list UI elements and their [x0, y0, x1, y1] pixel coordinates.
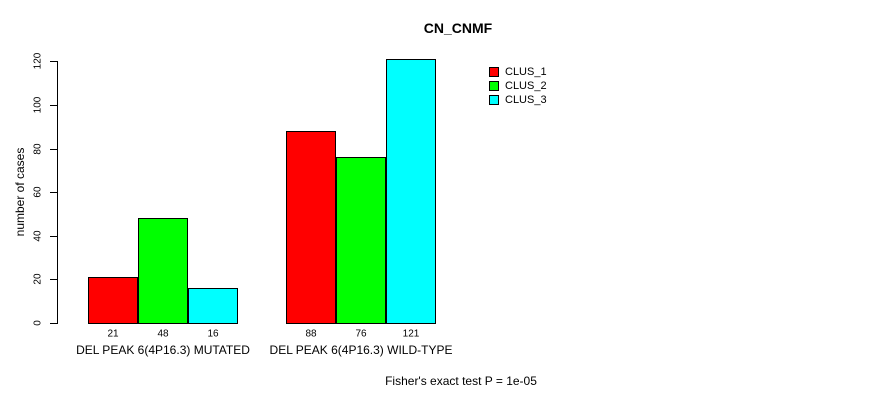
chart-title: CN_CNMF	[423, 20, 493, 36]
legend: CLUS_1 CLUS_2 CLUS_3	[489, 65, 547, 107]
y-axis-tick	[50, 61, 58, 62]
bar-value-label: 76	[355, 328, 367, 340]
bar-value-label: 21	[107, 328, 119, 340]
x-category-label-wild-type: DEL PEAK 6(4P16.3) WILD-TYPE	[269, 343, 453, 357]
bar-clus_3-group1	[188, 288, 238, 324]
y-axis-tick	[50, 323, 58, 324]
legend-swatch-clus-3	[489, 95, 499, 105]
y-axis-tick	[50, 279, 58, 280]
y-axis-tick	[50, 105, 58, 106]
legend-item: CLUS_2	[489, 79, 547, 93]
legend-item: CLUS_1	[489, 65, 547, 79]
y-axis-tick-label: 20	[32, 273, 44, 285]
y-axis-tick	[50, 192, 58, 193]
bar-clus_1-group1	[88, 277, 138, 324]
y-axis-tick-label: 80	[32, 143, 44, 155]
bar-value-label: 48	[157, 328, 169, 340]
y-axis-tick-label: 60	[32, 186, 44, 198]
bar-clus_3-group2	[386, 59, 436, 324]
y-axis-tick-label: 40	[32, 230, 44, 242]
legend-label: CLUS_1	[505, 66, 547, 78]
bar-clus_1-group2	[286, 131, 336, 324]
legend-item: CLUS_3	[489, 93, 547, 107]
y-axis-tick-label: 100	[32, 96, 44, 114]
legend-swatch-clus-1	[489, 67, 499, 77]
x-category-label-mutated: DEL PEAK 6(4P16.3) MUTATED	[76, 343, 250, 357]
y-axis-tick-label: 0	[32, 320, 44, 326]
y-axis-tick	[50, 149, 58, 150]
bar-clus_2-group2	[336, 157, 386, 324]
y-axis-title: number of cases	[13, 147, 27, 237]
bar-value-label: 16	[207, 328, 219, 340]
legend-label: CLUS_2	[505, 80, 547, 92]
bar-value-label: 88	[305, 328, 317, 340]
bar-clus_2-group1	[138, 218, 188, 324]
legend-swatch-clus-2	[489, 81, 499, 91]
y-axis-tick	[50, 236, 58, 237]
pvalue-annotation: Fisher's exact test P = 1e-05	[385, 374, 537, 388]
y-axis-tick-label: 120	[32, 52, 44, 70]
bar-value-label: 121	[402, 328, 420, 340]
legend-label: CLUS_3	[505, 94, 547, 106]
